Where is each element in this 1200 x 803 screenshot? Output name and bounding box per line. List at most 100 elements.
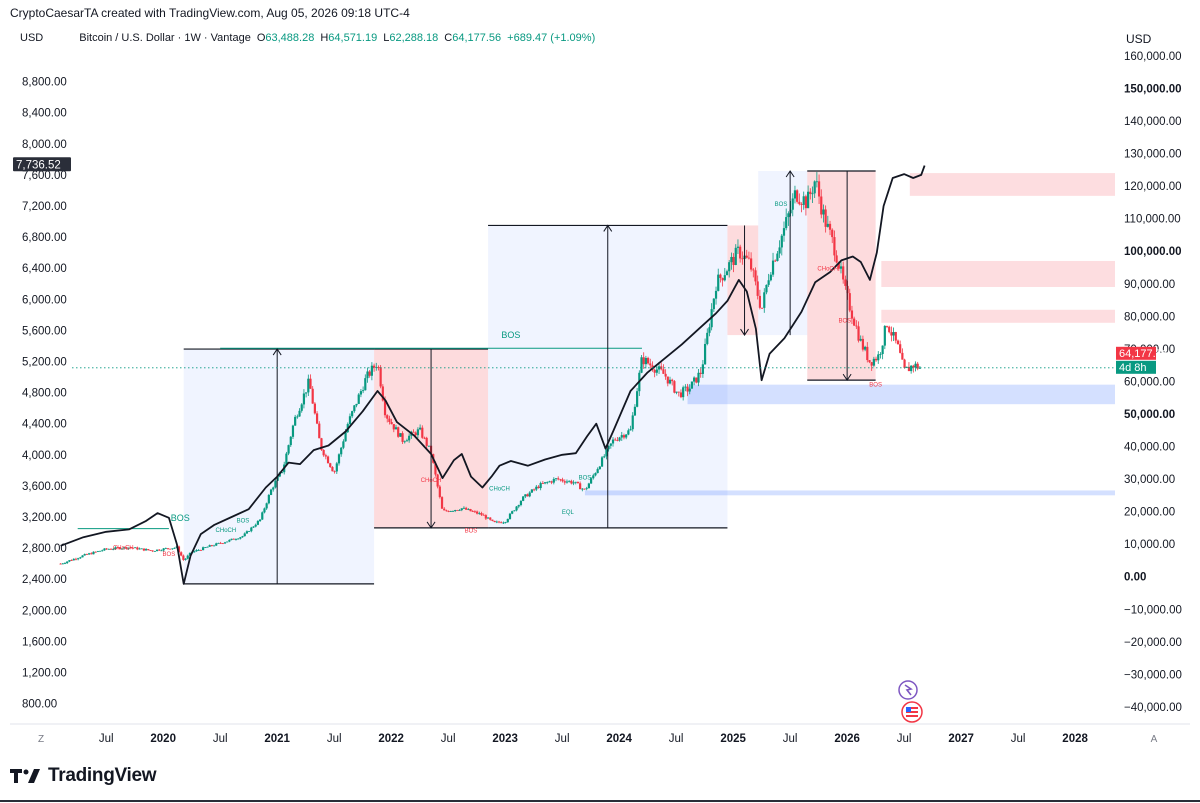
- candle-body: [684, 386, 687, 388]
- candle: [451, 510, 455, 512]
- candle-body: [68, 560, 71, 562]
- candle-body: [423, 437, 426, 439]
- candle-body: [592, 475, 595, 479]
- candle: [668, 376, 672, 385]
- candle-body: [85, 554, 89, 555]
- candle-body: [331, 467, 334, 472]
- right-axis-tick-label: −40,000.00: [1124, 702, 1182, 714]
- candle: [219, 541, 222, 544]
- candle: [394, 424, 398, 430]
- events-icon[interactable]: [898, 680, 918, 700]
- candle: [910, 364, 913, 374]
- chart-levels-layer: [77, 347, 642, 530]
- candle: [120, 548, 124, 550]
- candle-body: [285, 453, 288, 465]
- candle: [633, 404, 637, 417]
- candle-body: [910, 365, 913, 372]
- candle-body: [287, 445, 290, 454]
- candle-body: [414, 432, 417, 436]
- candle: [125, 546, 128, 550]
- candle: [506, 518, 509, 523]
- candle-body: [79, 557, 82, 559]
- candle-body: [785, 217, 788, 229]
- right-axis-tick-label: 90,000.00: [1124, 279, 1175, 291]
- right-axis-tick-label: 150,000.00: [1124, 83, 1182, 95]
- candle: [342, 439, 345, 450]
- right-axis-tick-label: 30,000.00: [1124, 474, 1175, 486]
- candle: [267, 493, 270, 505]
- candle: [63, 562, 67, 565]
- candle: [438, 484, 441, 499]
- candle: [802, 191, 805, 210]
- candle: [537, 485, 540, 489]
- candle: [248, 530, 251, 532]
- candle-body: [228, 539, 231, 542]
- candle-body: [469, 509, 472, 512]
- candle: [791, 193, 794, 217]
- candle: [440, 496, 444, 509]
- candle-body: [315, 413, 319, 424]
- candle: [256, 520, 259, 526]
- candle: [835, 250, 838, 264]
- candle-body: [342, 441, 345, 448]
- candle-body: [208, 545, 211, 547]
- candle-body: [436, 474, 439, 487]
- candle: [522, 496, 525, 502]
- candle-body: [916, 363, 919, 369]
- candle: [201, 546, 205, 551]
- candle-body: [714, 290, 718, 299]
- candle: [592, 473, 595, 480]
- countdown-box: [1116, 360, 1156, 374]
- candle-body: [478, 513, 481, 514]
- candle: [600, 456, 604, 468]
- candle-body: [212, 545, 216, 547]
- candle-body: [357, 394, 360, 404]
- candle: [603, 454, 606, 459]
- candle: [195, 549, 198, 552]
- measure-arrow-3: [740, 225, 749, 336]
- candle-body: [486, 517, 490, 519]
- x-axis-tick-label: 2028: [1062, 733, 1088, 745]
- right-axis-tick-label: −20,000.00: [1124, 637, 1182, 649]
- candle-body: [226, 541, 229, 543]
- candle-body: [517, 505, 520, 507]
- candle-body: [868, 360, 871, 363]
- candle: [493, 520, 496, 523]
- high-value: 64,571.19: [328, 32, 378, 44]
- candle: [796, 189, 799, 204]
- x-axis-tick-label: 2022: [378, 733, 404, 745]
- candle-body: [870, 362, 873, 366]
- candle: [166, 548, 170, 550]
- candle: [579, 481, 582, 490]
- series-lines-layer: [60, 165, 926, 585]
- candle-body: [767, 280, 770, 285]
- us-flag-icon[interactable]: [901, 701, 923, 723]
- candle-body: [535, 486, 538, 490]
- candle: [765, 284, 768, 295]
- candle-body: [136, 547, 139, 550]
- candle-body: [105, 548, 108, 550]
- candle: [526, 493, 529, 497]
- measure-arrow-head: [426, 521, 436, 529]
- candle: [243, 532, 246, 537]
- candle-body: [605, 449, 608, 457]
- candle-body: [142, 548, 146, 551]
- candle-body: [370, 365, 373, 376]
- candle: [72, 558, 75, 561]
- price-chart[interactable]: BOSCHoCHBOSCHoCHBOSBOSCHoCHBOSCHoCHEQLBO…: [0, 0, 1200, 760]
- candle: [169, 548, 172, 550]
- symbol-title[interactable]: Bitcoin / U.S. Dollar · 1W · Vantage: [79, 32, 251, 44]
- candle-body: [440, 497, 444, 509]
- candle: [736, 239, 740, 254]
- right-axis-tick-label: 140,000.00: [1124, 116, 1182, 128]
- candle-body: [388, 418, 391, 422]
- candle: [408, 433, 411, 443]
- candle: [874, 356, 878, 362]
- candle: [504, 521, 507, 524]
- candle-body: [671, 379, 674, 382]
- left-axis-tick-label: 4,000.00: [22, 450, 67, 462]
- candle: [245, 530, 249, 534]
- candle: [460, 508, 463, 512]
- chart-zones-layer: [183, 170, 1115, 585]
- candle: [153, 550, 156, 552]
